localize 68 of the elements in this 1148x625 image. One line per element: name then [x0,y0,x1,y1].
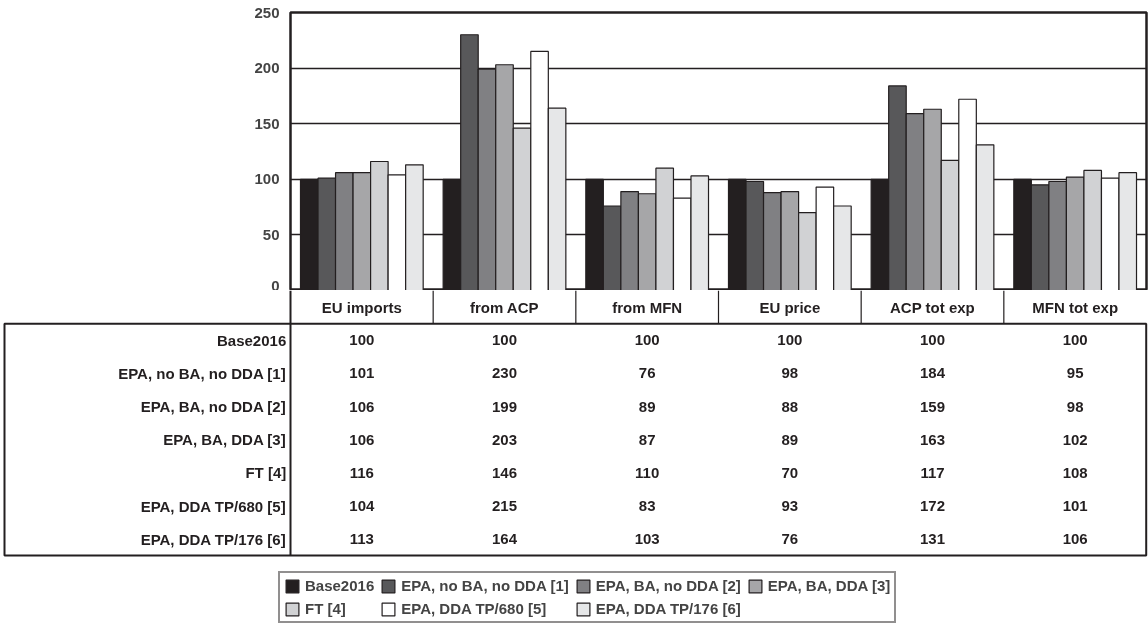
legend-label: EPA, DDA TP/176 [6] [595,600,741,617]
data-label: 89 [781,430,799,448]
legend-label: EPA, BA, DDA [3] [767,577,891,594]
data-label: 117 [920,463,945,481]
data-label: 146 [491,463,518,481]
data-label: 76 [638,364,656,382]
data-label: 102 [1062,430,1088,448]
text: EPA, BA, DDA [3] [163,431,286,449]
data-label: 108 [1062,463,1088,481]
data-label: 100 [491,331,518,349]
legend-label: FT [4] [305,600,346,617]
data-label: 184 [919,364,946,382]
data-label: 230 [491,364,518,382]
data-label: 100 [634,331,660,349]
data-label: 163 [919,430,946,448]
text: EPA, DDA TP/176 [6] [140,530,286,548]
data-label: 215 [491,497,518,515]
data-label: 70 [781,463,799,481]
data-label: 159 [919,397,946,415]
text: EPA, BA, no DDA [2] [140,398,286,416]
legend-label: EPA, BA, no DDA [2] [595,577,741,594]
data-label: 83 [638,497,656,515]
data-label: 106 [349,430,375,448]
x-tick-label: from ACP [469,298,539,316]
data-label: 199 [491,397,518,415]
text: FT [4] [245,464,287,482]
text: Base2016 [216,331,287,349]
data-label: 101 [1062,497,1088,515]
data-label: 89 [638,397,656,415]
data-label: 88 [781,397,799,415]
data-label: 87 [638,430,656,448]
data-label: 100 [349,331,375,349]
data-label: 113 [349,530,374,548]
legend-label: EPA, DDA TP/680 [5] [401,600,547,617]
data-label: 106 [1062,530,1088,548]
data-label: 98 [781,364,799,382]
y-tick-label: 100 [254,170,280,188]
x-tick-label: EU imports [321,298,402,316]
y-tick-label: 150 [254,114,280,132]
data-label: 76 [781,530,799,548]
data-label: 116 [349,463,374,481]
y-tick-label: 0 [271,276,280,294]
x-tick-label: ACP tot exp [890,298,975,316]
data-label: 100 [777,331,803,349]
legend-label: EPA, no BA, no DDA [1] [401,577,569,594]
data-label: 106 [349,397,375,415]
text: EPA, DDA TP/680 [5] [140,497,286,515]
data-label: 98 [1066,397,1084,415]
data-label: 104 [349,497,375,515]
y-tick-label: 250 [254,3,280,21]
legend-label: Base2016 [305,577,375,594]
data-label: 101 [349,364,375,382]
data-label: 164 [491,530,518,548]
data-label: 103 [634,530,660,548]
x-tick-label: EU price [759,298,821,316]
data-label: 93 [781,497,799,515]
data-label: 110 [635,463,660,481]
data-label: 131 [919,530,946,548]
y-tick-label: 200 [254,59,280,77]
text: EPA, no BA, no DDA [1] [118,364,286,382]
data-label: 172 [919,497,946,515]
y-tick-label: 50 [262,225,280,243]
x-tick-label: MFN tot exp [1032,298,1119,316]
data-label: 203 [491,430,518,448]
data-label: 100 [919,331,946,349]
x-tick-label: from MFN [612,298,683,316]
data-label: 100 [1062,331,1088,349]
data-label: 95 [1066,364,1084,382]
